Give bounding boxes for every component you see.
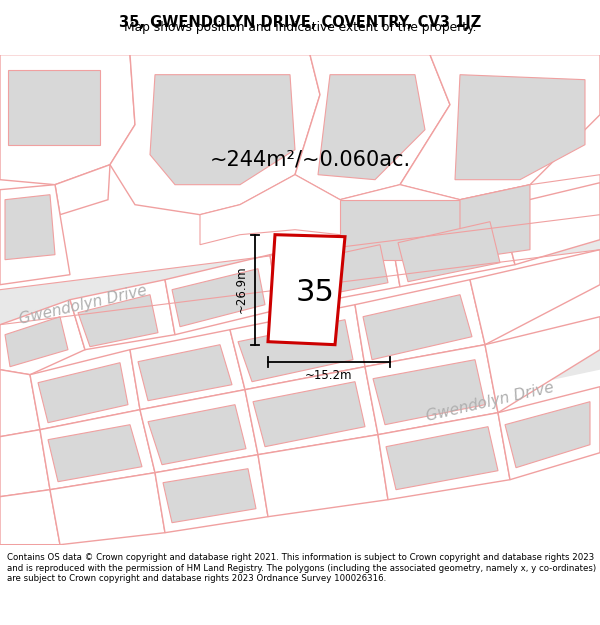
Polygon shape <box>0 429 50 497</box>
Polygon shape <box>130 329 600 454</box>
Polygon shape <box>470 249 600 344</box>
Polygon shape <box>165 254 278 334</box>
Polygon shape <box>258 434 388 517</box>
Text: 35: 35 <box>296 278 334 307</box>
Polygon shape <box>268 234 345 344</box>
Polygon shape <box>318 74 425 179</box>
Polygon shape <box>110 54 320 214</box>
Polygon shape <box>245 367 378 454</box>
Polygon shape <box>390 207 515 287</box>
Polygon shape <box>238 319 353 382</box>
Polygon shape <box>378 412 510 499</box>
Text: ~244m²/~0.060ac.: ~244m²/~0.060ac. <box>209 149 410 169</box>
Polygon shape <box>0 299 85 374</box>
Polygon shape <box>150 74 295 184</box>
Polygon shape <box>278 244 388 302</box>
Text: Contains OS data © Crown copyright and database right 2021. This information is : Contains OS data © Crown copyright and d… <box>7 554 596 583</box>
Polygon shape <box>55 164 110 214</box>
Polygon shape <box>505 402 590 468</box>
Text: Map shows position and indicative extent of the property.: Map shows position and indicative extent… <box>124 21 476 34</box>
Polygon shape <box>70 279 175 349</box>
Polygon shape <box>400 54 600 199</box>
Polygon shape <box>485 317 600 412</box>
Text: ~15.2m: ~15.2m <box>305 369 353 382</box>
Polygon shape <box>498 387 600 479</box>
Polygon shape <box>30 349 140 429</box>
Polygon shape <box>130 329 245 410</box>
Polygon shape <box>0 489 60 544</box>
Polygon shape <box>500 182 600 264</box>
Polygon shape <box>5 317 68 367</box>
Polygon shape <box>455 74 585 179</box>
Polygon shape <box>398 222 500 282</box>
Polygon shape <box>230 304 365 390</box>
Text: Gwendolyn Drive: Gwendolyn Drive <box>425 379 556 424</box>
Polygon shape <box>0 54 135 184</box>
Polygon shape <box>40 410 155 489</box>
Polygon shape <box>138 344 232 401</box>
Polygon shape <box>373 359 485 424</box>
Polygon shape <box>355 279 485 367</box>
Polygon shape <box>78 294 158 347</box>
Polygon shape <box>0 184 70 284</box>
Polygon shape <box>365 344 498 434</box>
Polygon shape <box>0 369 40 437</box>
Polygon shape <box>460 184 530 259</box>
Polygon shape <box>163 469 256 522</box>
Text: 35, GWENDOLYN DRIVE, COVENTRY, CV3 1JZ: 35, GWENDOLYN DRIVE, COVENTRY, CV3 1JZ <box>119 16 481 31</box>
Polygon shape <box>253 382 365 447</box>
Polygon shape <box>50 472 165 544</box>
Text: ~26.9m: ~26.9m <box>235 266 248 314</box>
Polygon shape <box>48 424 142 482</box>
Polygon shape <box>200 174 600 244</box>
Polygon shape <box>340 199 460 259</box>
Polygon shape <box>386 427 498 489</box>
Polygon shape <box>140 390 258 472</box>
Polygon shape <box>172 269 265 327</box>
Polygon shape <box>8 69 100 144</box>
Text: Gwendolyn Drive: Gwendolyn Drive <box>17 282 148 327</box>
Polygon shape <box>295 54 450 199</box>
Polygon shape <box>38 362 128 423</box>
Polygon shape <box>0 214 600 324</box>
Polygon shape <box>363 294 472 359</box>
Polygon shape <box>270 229 400 309</box>
Polygon shape <box>5 194 55 259</box>
Polygon shape <box>155 454 268 532</box>
Polygon shape <box>148 405 246 464</box>
